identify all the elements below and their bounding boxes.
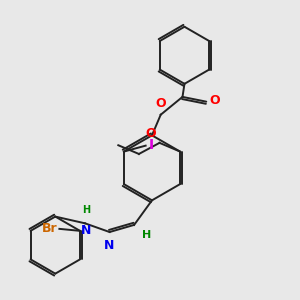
Text: N: N bbox=[81, 224, 91, 237]
Text: O: O bbox=[155, 97, 166, 110]
Text: Br: Br bbox=[41, 222, 57, 236]
Text: O: O bbox=[146, 127, 156, 140]
Text: I: I bbox=[148, 138, 154, 152]
Text: H: H bbox=[82, 206, 90, 215]
Text: N: N bbox=[103, 239, 114, 252]
Text: O: O bbox=[209, 94, 220, 107]
Text: H: H bbox=[142, 230, 152, 240]
